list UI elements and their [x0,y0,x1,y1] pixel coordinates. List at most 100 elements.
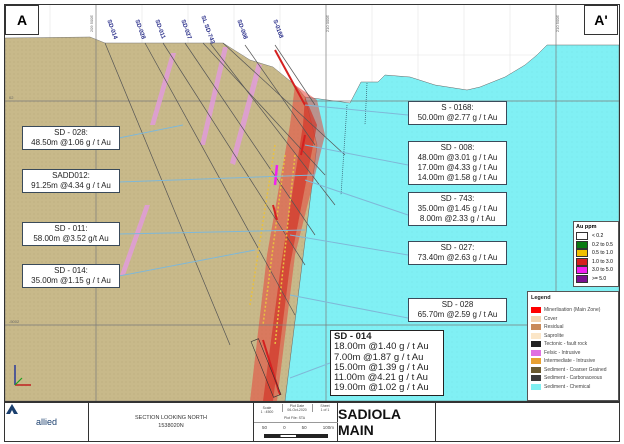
callout-sd-014-main: SD - 014 18.00m @1.40 g / t Au 7.00m @1.… [330,330,444,396]
scale-tick: 50 [262,425,268,430]
legend-item: Sediment - Carbonaceous [531,374,615,383]
title-block: allied SECTION LOOKING NORTH 1538020N Sc… [4,402,620,442]
color-swatch [576,240,588,249]
color-swatch [531,332,541,339]
legend-item: Sediment - Chemical [531,383,615,392]
callout-right: SD - 743: 35.00m @1.45 g / t Au 8.00m @2.3… [408,192,507,226]
color-swatch [531,324,541,331]
callout-line: 17.00m @4.33 g / t Au [417,163,498,172]
logo-text: allied [35,417,57,427]
plot-date: 06-Oct-2020 [287,408,307,412]
legend-item: Cover [531,315,615,324]
assay-intervals-high [262,49,306,396]
callout-right: SD - 027: 73.40m @2.63 g / t Au [408,241,507,265]
callout-hole: SD - 014: [54,266,88,275]
au-ppm-item: 1.0 to 3.0 [576,257,616,267]
felsic-intrusive-dykes [120,47,262,275]
color-swatch [576,266,588,275]
color-swatch [531,307,541,314]
legend-item: Tectonic - fault rock [531,340,615,349]
legend-item: Sediment - Coarser Grained [531,366,615,375]
au-ppm-label: 1.0 to 3.0 [592,258,613,265]
scale-value: 1 : 4500 [260,410,274,414]
scale-label: Scale [262,406,272,410]
au-ppm-label: 0.5 to 1.0 [592,250,613,257]
color-swatch [531,375,541,382]
cross-section-map: A A' 209 500E 210 000E 210 500E 02 -5002… [4,4,620,402]
legend-item: Residual [531,323,615,332]
color-swatch [531,315,541,322]
section-label-a: A [5,5,39,35]
section-label-a-prime: A' [584,5,618,35]
color-swatch [531,341,541,348]
au-ppm-label: 0.2 to 0.5 [592,241,613,248]
legend-label: Tectonic - fault rock [544,341,588,348]
color-swatch [576,274,588,283]
company-logo: allied [5,403,89,441]
callout-line: 19.00m @1.02 g / t Au [334,382,429,394]
callout-line: 35.00m @1.15 g / t Au [31,276,111,285]
callout-hole: SADD012: [52,171,90,180]
scale-bar-labels: 50 0 50 100m [262,425,334,430]
color-swatch [576,232,588,241]
callout-line: 35.00m @1.45 g / t Au [417,204,498,213]
callout-leaders [118,104,409,379]
callout-line: 7.00m @1.87 g / t Au [334,351,424,363]
callout-line: 15.00m @1.39 g / t Au [334,361,429,373]
legend-label: Sediment - Carbonaceous [544,375,603,382]
assay-intervals-gold [249,144,296,346]
plot-file: Plot File: STA [284,416,306,420]
legend-title: Legend [531,295,551,301]
scale-tick: 100m [322,425,334,430]
project-title: SADIOLA MAIN [338,403,436,441]
callout-hole: S - 0168: [441,103,474,112]
legend-item: Minerlisation (Main Zone) [531,306,615,315]
au-ppm-label: 3.0 to 5.0 [592,267,613,274]
scale-tick: 50 [301,425,307,430]
callout-hole: SD - 011: [54,224,88,233]
axis-indicator [14,365,31,386]
callout-left: SD - 014: 35.00m @1.15 g / t Au [22,264,120,288]
au-ppm-label: >= 5.0 [592,275,607,282]
callout-line: 18.00m @1.40 g / t Au [334,341,429,353]
legend-label: Felsic - Intrusive [544,349,581,356]
callout-right: SD - 008: 48.00m @3.01 g / t Au 17.00m @4.… [408,141,507,185]
elevation-label: 02 [9,95,14,100]
legend-label: Minerlisation (Main Zone) [544,307,601,314]
callout-line: 48.00m @3.01 g / t Au [417,153,498,162]
callout-line: 50.00m @2.77 g / t Au [417,113,498,122]
callout-left: SD - 028: 48.50m @1.06 g / t Au [22,126,120,150]
color-swatch [576,257,588,266]
callout-hole: SD - 027: [440,243,475,252]
callout-line: 91.25m @4.34 g / t Au [31,181,111,190]
au-ppm-title: Au ppm [576,224,597,230]
callout-hole: SD - 014 [334,331,372,342]
legend-item: Saprolite [531,332,615,341]
callout-hole: SD - 028 [441,300,474,309]
callout-line: 8.00m @2.33 g / t Au [419,214,496,223]
color-swatch [531,358,541,365]
lithology-legend: Legend Minerlisation (Main Zone) Cover Res… [527,291,619,401]
legend-label: Intermediate - Intrusive [544,358,596,365]
callout-hole: SD - 008: [440,143,475,152]
au-ppm-item: < 0.2 [576,232,616,241]
color-swatch [531,366,541,373]
drillhole-traces [104,42,346,346]
au-ppm-item: 0.2 to 0.5 [576,240,616,250]
color-swatch [576,249,588,258]
legend-item: Felsic - Intrusive [531,349,615,358]
scale-bar [264,434,328,438]
legend-label: Sediment - Coarser Grained [544,366,607,373]
au-ppm-label: < 0.2 [592,233,604,240]
color-swatch [531,383,541,390]
legend-label: Sediment - Chemical [544,383,591,390]
callout-line: 48.50m @1.06 g / t Au [31,138,111,147]
section-northing: 1538020N [158,423,184,429]
sheet-label: Sheet [320,404,330,408]
callout-line: 65.70m @2.59 g / t Au [417,310,498,319]
callout-hole: SD - 743: [440,194,475,203]
grid-label: 210 500E [555,14,561,33]
sheet-number: 1 of 1 [320,408,330,412]
elevation-label: -5002 [9,319,20,324]
legend-item: Intermediate - Intrusive [531,357,615,366]
